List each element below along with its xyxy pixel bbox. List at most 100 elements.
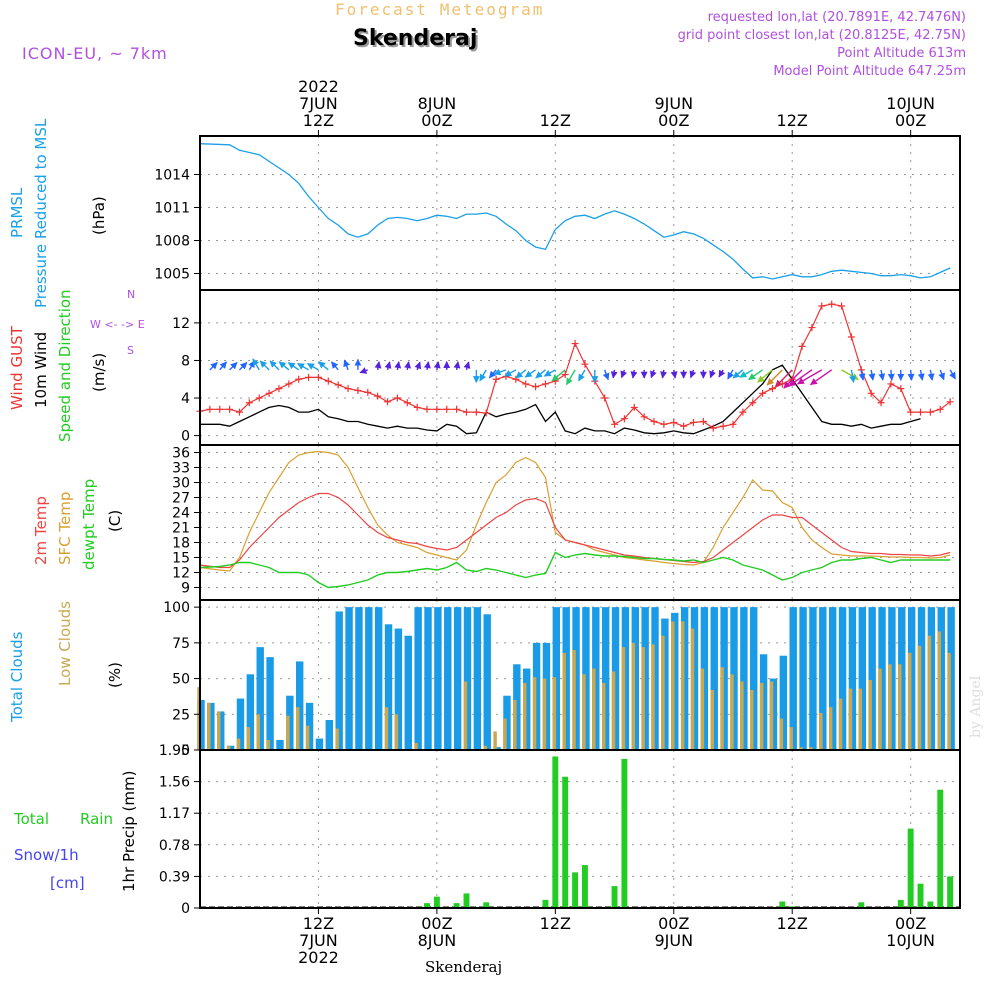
low-clouds-bar <box>592 668 596 750</box>
wind-arrow <box>766 369 783 386</box>
low-clouds-bar <box>917 645 922 750</box>
y-tick-label: 1011 <box>154 201 190 217</box>
gust-marker <box>749 399 757 407</box>
wind-arrow <box>238 361 248 371</box>
total-clouds-bar <box>700 607 709 750</box>
low-clouds-bar <box>720 667 724 750</box>
wind-arrow <box>297 362 309 371</box>
gust-marker <box>690 418 698 426</box>
low-clouds-bar <box>503 718 507 750</box>
low-clouds-bar <box>769 681 774 750</box>
panel-frame-4 <box>199 749 961 909</box>
gust-marker <box>571 340 579 348</box>
gust-marker <box>838 302 846 310</box>
wind-arrow <box>404 361 412 370</box>
precip-rain-label: Rain <box>80 810 113 828</box>
y-tick-label: 4 <box>181 391 190 407</box>
total-clouds-bar <box>878 607 886 750</box>
gust-marker <box>798 342 806 350</box>
gust-marker <box>759 389 767 397</box>
total-clouds-bar <box>503 695 511 750</box>
gust-marker <box>492 375 500 383</box>
gust-marker <box>699 418 707 426</box>
total-clouds-bar <box>888 607 896 750</box>
total-clouds-bar <box>315 738 324 750</box>
bottom-time-label: 7JUN <box>299 931 338 950</box>
total-clouds-bar <box>394 628 403 750</box>
panel-frame-2 <box>199 444 961 601</box>
total-clouds-bar <box>917 607 926 750</box>
low-clouds-bar <box>207 702 211 750</box>
total-clouds-bar <box>621 607 630 750</box>
total-clouds-bar <box>651 607 659 750</box>
y-tick-label: 0 <box>181 743 190 759</box>
top-time-label: 00Z <box>421 111 452 130</box>
top-time-label: 10JUN <box>886 94 935 113</box>
rain-bar <box>572 872 579 908</box>
gust-marker <box>472 408 480 416</box>
y-tick-label: 1.56 <box>159 775 190 791</box>
low-clouds-bar <box>532 677 537 750</box>
gust-marker <box>314 373 322 381</box>
wind-arrow <box>670 369 678 379</box>
total-clouds-bar <box>226 745 235 750</box>
gust-marker <box>393 394 401 402</box>
gust-marker <box>620 415 628 423</box>
gust-marker <box>818 302 826 310</box>
total-clouds-bar <box>720 607 728 750</box>
total-clouds-bar <box>690 607 699 750</box>
wind-arrow <box>565 369 576 386</box>
total-clouds-bar <box>276 740 284 750</box>
low-clouds-bar <box>868 680 872 750</box>
wind-arrow <box>374 361 382 370</box>
rain-bar <box>621 758 628 908</box>
page-title: Skenderaj <box>353 26 478 51</box>
wind-arrow <box>463 361 471 371</box>
total-clouds-bar <box>661 618 669 750</box>
total-clouds-bar <box>207 702 215 750</box>
y-tick-label: 25 <box>172 707 190 723</box>
bottom-time-label: 2022 <box>298 948 339 967</box>
wind-arrow <box>384 361 392 371</box>
gust-marker <box>245 399 253 407</box>
low-clouds-bar <box>601 682 606 750</box>
total-clouds-bar <box>256 647 264 750</box>
total-clouds-bar <box>858 607 866 750</box>
gust-marker <box>216 405 224 413</box>
y-tick-label: 0 <box>181 901 190 917</box>
gust-marker <box>936 405 944 413</box>
low-clouds-bar <box>907 652 912 750</box>
gust-marker <box>680 422 688 430</box>
y-tick-label: 12 <box>172 316 190 332</box>
gust-marker <box>433 405 441 413</box>
gust-marker <box>670 418 678 426</box>
bottom-time-label: 00Z <box>658 914 689 933</box>
total-clouds-bar <box>799 607 807 750</box>
wind-arrow <box>949 369 956 380</box>
low-clouds-bar <box>789 727 793 750</box>
wind-arrow <box>739 369 754 378</box>
gust-marker <box>541 380 549 388</box>
total-clouds-bar <box>434 607 442 750</box>
precip-snow-unit: [cm] <box>50 874 85 892</box>
gust-marker <box>522 380 530 388</box>
rain-bar <box>552 756 559 908</box>
wind-arrow <box>524 369 536 378</box>
model-name: ICON-EU, ~ 7km <box>22 44 168 63</box>
rain-bar <box>562 776 569 908</box>
total-clouds-bar <box>838 607 847 750</box>
wind-arrow <box>858 369 866 381</box>
top-time-label: 2022 <box>298 77 339 96</box>
low-clouds-bar <box>483 745 487 750</box>
total-clouds-bar <box>601 607 610 750</box>
total-clouds-bar <box>493 747 501 750</box>
gust-marker <box>295 375 303 383</box>
low-clouds-bar <box>661 635 665 750</box>
total-clouds-bar <box>927 607 936 750</box>
y-tick-label: 12 <box>172 566 190 582</box>
requested-coords: requested lon,lat (20.7891E, 42.7476N) <box>707 10 966 25</box>
total-clouds-bar <box>819 607 827 750</box>
compass-south: S <box>127 344 134 357</box>
low-clouds-bar <box>522 682 527 750</box>
low-clouds-bar <box>779 718 784 750</box>
